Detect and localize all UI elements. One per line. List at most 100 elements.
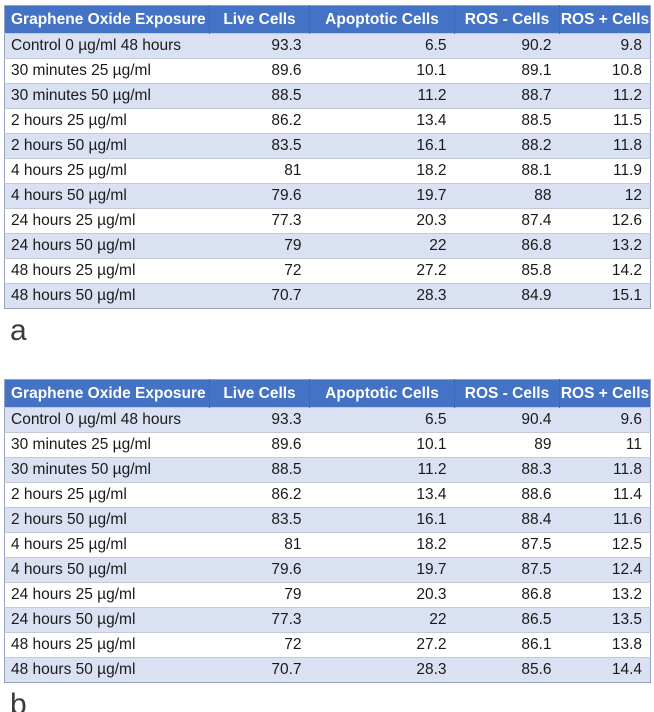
value-cell: 11.2 bbox=[309, 457, 455, 483]
exposure-cell: 30 minutes 25 µg/ml bbox=[4, 432, 210, 458]
value-cell: 88.3 bbox=[454, 457, 560, 483]
exposure-cell: 24 hours 50 µg/ml bbox=[4, 233, 210, 259]
value-cell: 10.1 bbox=[309, 58, 455, 84]
table-row: 2 hours 25 µg/ml 86.2 13.4 88.6 11.4 bbox=[4, 482, 651, 508]
header-row: Graphene Oxide Exposure Live Cells Apopt… bbox=[4, 379, 651, 408]
value-cell: 12 bbox=[559, 183, 651, 209]
exposure-cell: 30 minutes 25 µg/ml bbox=[4, 58, 210, 84]
column-header-ros-minus-cells: ROS - Cells bbox=[454, 5, 560, 34]
table-row: 30 minutes 25 µg/ml 89.6 10.1 89 11 bbox=[4, 432, 651, 458]
value-cell: 86.2 bbox=[209, 482, 310, 508]
value-cell: 77.3 bbox=[209, 607, 310, 633]
value-cell: 79.6 bbox=[209, 183, 310, 209]
value-cell: 79 bbox=[209, 582, 310, 608]
table-row: 24 hours 50 µg/ml 79 22 86.8 13.2 bbox=[4, 233, 651, 259]
panel-a: Graphene Oxide Exposure Live Cells Apopt… bbox=[4, 5, 651, 347]
value-cell: 88.6 bbox=[454, 482, 560, 508]
value-cell: 72 bbox=[209, 632, 310, 658]
value-cell: 86.2 bbox=[209, 108, 310, 134]
value-cell: 9.6 bbox=[559, 407, 651, 433]
header-row: Graphene Oxide Exposure Live Cells Apopt… bbox=[4, 5, 651, 34]
value-cell: 13.2 bbox=[559, 233, 651, 259]
value-cell: 90.4 bbox=[454, 407, 560, 433]
value-cell: 88.5 bbox=[209, 83, 310, 109]
value-cell: 89.6 bbox=[209, 432, 310, 458]
exposure-cell: 2 hours 50 µg/ml bbox=[4, 507, 210, 533]
value-cell: 88.2 bbox=[454, 133, 560, 159]
value-cell: 72 bbox=[209, 258, 310, 284]
value-cell: 11.8 bbox=[559, 457, 651, 483]
exposure-cell: 30 minutes 50 µg/ml bbox=[4, 457, 210, 483]
value-cell: 93.3 bbox=[209, 33, 310, 59]
value-cell: 87.4 bbox=[454, 208, 560, 234]
column-header-exposure: Graphene Oxide Exposure bbox=[4, 5, 210, 34]
exposure-cell: 48 hours 50 µg/ml bbox=[4, 657, 210, 683]
value-cell: 86.8 bbox=[454, 582, 560, 608]
value-cell: 11.4 bbox=[559, 482, 651, 508]
value-cell: 81 bbox=[209, 532, 310, 558]
value-cell: 27.2 bbox=[309, 632, 455, 658]
exposure-cell: 4 hours 50 µg/ml bbox=[4, 557, 210, 583]
value-cell: 84.9 bbox=[454, 283, 560, 309]
table-row: 24 hours 25 µg/ml 79 20.3 86.8 13.2 bbox=[4, 582, 651, 608]
table-row: Control 0 µg/ml 48 hours 93.3 6.5 90.2 9.8 bbox=[4, 33, 651, 59]
panel-label-a: a bbox=[10, 314, 27, 347]
value-cell: 16.1 bbox=[309, 133, 455, 159]
value-cell: 18.2 bbox=[309, 532, 455, 558]
exposure-cell: 48 hours 25 µg/ml bbox=[4, 258, 210, 284]
value-cell: 12.4 bbox=[559, 557, 651, 583]
value-cell: 11.6 bbox=[559, 507, 651, 533]
value-cell: 70.7 bbox=[209, 657, 310, 683]
value-cell: 12.6 bbox=[559, 208, 651, 234]
value-cell: 11.2 bbox=[559, 83, 651, 109]
table-row: 4 hours 50 µg/ml 79.6 19.7 87.5 12.4 bbox=[4, 557, 651, 583]
value-cell: 85.6 bbox=[454, 657, 560, 683]
column-header-live-cells: Live Cells bbox=[209, 5, 310, 34]
column-header-exposure: Graphene Oxide Exposure bbox=[4, 379, 210, 408]
results-table-b: Graphene Oxide Exposure Live Cells Apopt… bbox=[4, 379, 651, 683]
value-cell: 11.5 bbox=[559, 108, 651, 134]
exposure-cell: Control 0 µg/ml 48 hours bbox=[4, 407, 210, 433]
value-cell: 11.9 bbox=[559, 158, 651, 184]
value-cell: 88.5 bbox=[209, 457, 310, 483]
value-cell: 13.4 bbox=[309, 108, 455, 134]
value-cell: 93.3 bbox=[209, 407, 310, 433]
value-cell: 14.4 bbox=[559, 657, 651, 683]
value-cell: 13.4 bbox=[309, 482, 455, 508]
exposure-cell: Control 0 µg/ml 48 hours bbox=[4, 33, 210, 59]
table-row: 30 minutes 50 µg/ml 88.5 11.2 88.3 11.8 bbox=[4, 457, 651, 483]
value-cell: 88 bbox=[454, 183, 560, 209]
panel-b: Graphene Oxide Exposure Live Cells Apopt… bbox=[4, 379, 651, 712]
value-cell: 88.4 bbox=[454, 507, 560, 533]
table-row: 30 minutes 50 µg/ml 88.5 11.2 88.7 11.2 bbox=[4, 83, 651, 109]
value-cell: 22 bbox=[309, 233, 455, 259]
value-cell: 85.8 bbox=[454, 258, 560, 284]
table-row: 4 hours 25 µg/ml 81 18.2 87.5 12.5 bbox=[4, 532, 651, 558]
value-cell: 81 bbox=[209, 158, 310, 184]
value-cell: 14.2 bbox=[559, 258, 651, 284]
value-cell: 19.7 bbox=[309, 557, 455, 583]
table-body-b: Control 0 µg/ml 48 hours 93.3 6.5 90.4 9.6 30… bbox=[4, 407, 651, 683]
results-table-a: Graphene Oxide Exposure Live Cells Apopt… bbox=[4, 5, 651, 309]
value-cell: 83.5 bbox=[209, 133, 310, 159]
table-row: 2 hours 25 µg/ml 86.2 13.4 88.5 11.5 bbox=[4, 108, 651, 134]
value-cell: 18.2 bbox=[309, 158, 455, 184]
exposure-cell: 2 hours 25 µg/ml bbox=[4, 108, 210, 134]
value-cell: 13.8 bbox=[559, 632, 651, 658]
value-cell: 88.7 bbox=[454, 83, 560, 109]
table-row: Control 0 µg/ml 48 hours 93.3 6.5 90.4 9.6 bbox=[4, 407, 651, 433]
value-cell: 87.5 bbox=[454, 532, 560, 558]
value-cell: 90.2 bbox=[454, 33, 560, 59]
table-header-b: Graphene Oxide Exposure Live Cells Apopt… bbox=[4, 379, 651, 408]
value-cell: 87.5 bbox=[454, 557, 560, 583]
column-header-ros-plus-cells: ROS + Cells bbox=[559, 379, 651, 408]
value-cell: 89.6 bbox=[209, 58, 310, 84]
value-cell: 9.8 bbox=[559, 33, 651, 59]
exposure-cell: 2 hours 25 µg/ml bbox=[4, 482, 210, 508]
table-row: 24 hours 50 µg/ml 77.3 22 86.5 13.5 bbox=[4, 607, 651, 633]
table-header-a: Graphene Oxide Exposure Live Cells Apopt… bbox=[4, 5, 651, 34]
value-cell: 12.5 bbox=[559, 532, 651, 558]
value-cell: 6.5 bbox=[309, 407, 455, 433]
value-cell: 88.1 bbox=[454, 158, 560, 184]
